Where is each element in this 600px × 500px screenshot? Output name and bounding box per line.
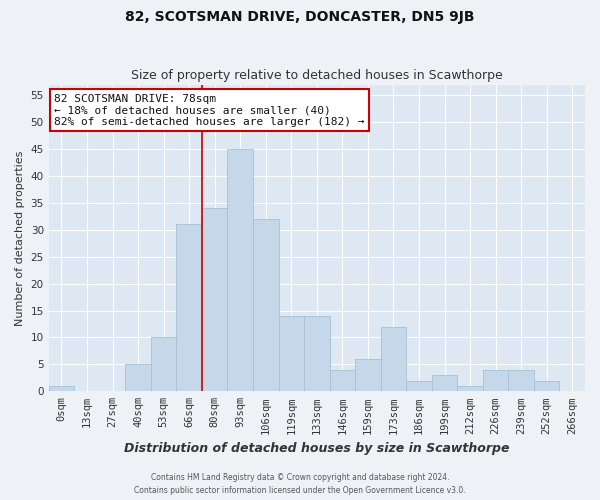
Bar — [457, 386, 483, 392]
Bar — [151, 338, 176, 392]
Bar — [125, 364, 151, 392]
Bar — [355, 359, 380, 392]
Bar — [534, 380, 559, 392]
Bar — [278, 316, 304, 392]
Bar — [202, 208, 227, 392]
Bar — [49, 386, 74, 392]
Bar — [176, 224, 202, 392]
X-axis label: Distribution of detached houses by size in Scawthorpe: Distribution of detached houses by size … — [124, 442, 509, 455]
Text: 82, SCOTSMAN DRIVE, DONCASTER, DN5 9JB: 82, SCOTSMAN DRIVE, DONCASTER, DN5 9JB — [125, 10, 475, 24]
Bar — [380, 326, 406, 392]
Bar — [406, 380, 432, 392]
Bar — [432, 375, 457, 392]
Bar — [253, 219, 278, 392]
Bar — [508, 370, 534, 392]
Title: Size of property relative to detached houses in Scawthorpe: Size of property relative to detached ho… — [131, 69, 503, 82]
Bar — [329, 370, 355, 392]
Bar — [304, 316, 329, 392]
Text: 82 SCOTSMAN DRIVE: 78sqm
← 18% of detached houses are smaller (40)
82% of semi-d: 82 SCOTSMAN DRIVE: 78sqm ← 18% of detach… — [54, 94, 365, 127]
Text: Contains HM Land Registry data © Crown copyright and database right 2024.
Contai: Contains HM Land Registry data © Crown c… — [134, 473, 466, 495]
Bar — [483, 370, 508, 392]
Bar — [227, 149, 253, 392]
Y-axis label: Number of detached properties: Number of detached properties — [15, 150, 25, 326]
